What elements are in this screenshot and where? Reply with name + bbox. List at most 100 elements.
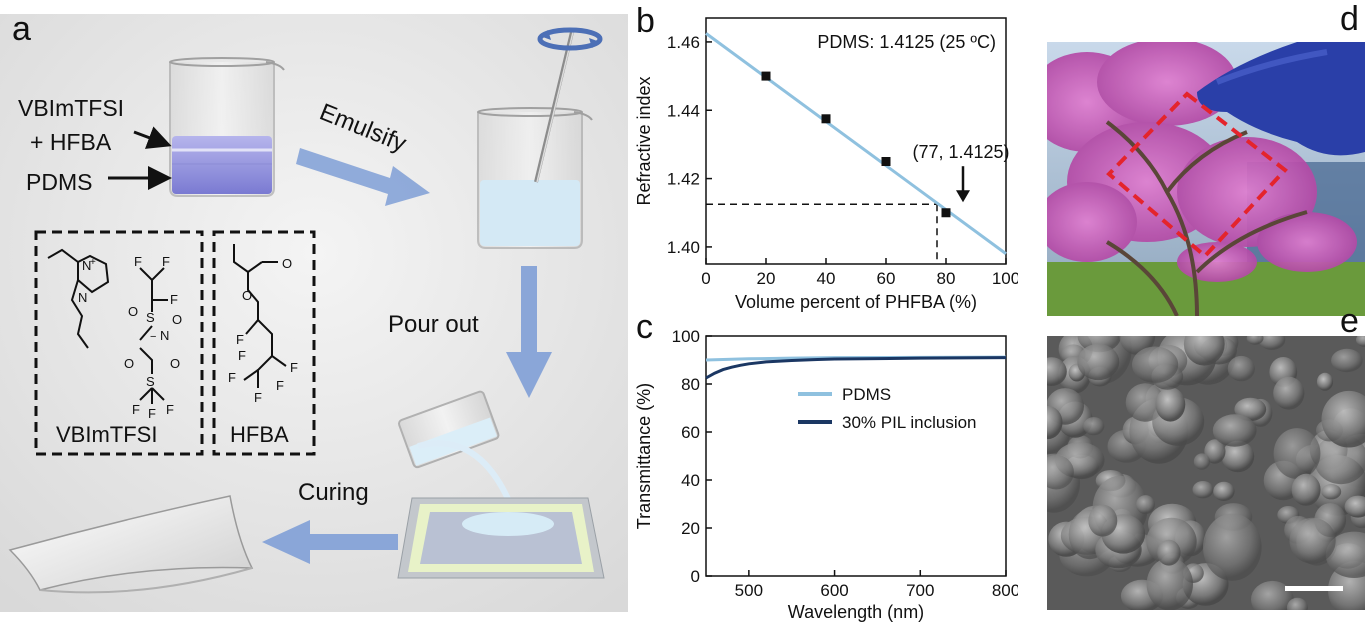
label-pdms: PDMS bbox=[26, 169, 92, 195]
y-tick-label: 1.44 bbox=[667, 101, 700, 120]
x-axis-label: Volume percent of PHFBA (%) bbox=[735, 292, 977, 312]
pouring-beaker bbox=[398, 390, 515, 510]
label-pour-out: Pour out bbox=[388, 311, 479, 338]
box-hfba bbox=[212, 230, 316, 456]
panel-letter-c: c bbox=[636, 308, 653, 346]
panel-letter-a: a bbox=[12, 10, 31, 48]
svg-text:O: O bbox=[172, 312, 182, 327]
svg-text:F: F bbox=[148, 406, 156, 421]
arrow-emulsify bbox=[296, 148, 430, 206]
vbimtfsi-atoms: N + N F F F S O O N − S O O F F F bbox=[78, 254, 182, 421]
chart-c: 500 600 700 800 0 20 40 60 80 100 Wavelength (nm) T… bbox=[634, 327, 1020, 622]
x-axis-label: Wavelength (nm) bbox=[788, 602, 924, 622]
sem-grain bbox=[1221, 440, 1255, 473]
y-tick-label: 60 bbox=[681, 423, 700, 442]
data-point bbox=[881, 157, 891, 166]
svg-text:F: F bbox=[254, 390, 262, 405]
liquid-layers bbox=[172, 136, 272, 194]
y-axis-label: Refractive index bbox=[634, 76, 654, 205]
arrow-liquid-label bbox=[133, 126, 172, 149]
cured-sheet bbox=[8, 495, 254, 594]
sem-grain bbox=[1204, 439, 1226, 464]
sem-grain bbox=[1316, 372, 1334, 391]
svg-text:+: + bbox=[90, 257, 96, 268]
scale-bar bbox=[1285, 586, 1343, 591]
x-tick-label: 800 bbox=[992, 581, 1018, 600]
tree-photo bbox=[1047, 42, 1365, 316]
sem-grain bbox=[1251, 580, 1294, 610]
x-tick-label: 0 bbox=[701, 269, 710, 288]
sample-outline bbox=[1106, 91, 1288, 259]
svg-text:F: F bbox=[290, 360, 298, 375]
label-hfba-plus: + HFBA bbox=[30, 129, 112, 155]
series-line bbox=[705, 356, 1007, 380]
svg-text:F: F bbox=[132, 402, 140, 417]
label-curing: Curing bbox=[298, 479, 369, 506]
y-tick-label: 40 bbox=[681, 471, 700, 490]
svg-text:N: N bbox=[82, 258, 91, 273]
sem-grain bbox=[1146, 557, 1193, 610]
svg-text:N: N bbox=[160, 328, 169, 343]
vbimtfsi-structure bbox=[47, 248, 168, 404]
panel-b: 0 20 40 60 80 100 1.40 1.42 1.44 1.46 Volume perce… bbox=[628, 0, 1020, 314]
svg-text:F: F bbox=[162, 254, 170, 269]
sem-grain bbox=[1321, 390, 1365, 448]
sem-grain bbox=[1155, 387, 1186, 422]
sem-grain bbox=[1286, 597, 1308, 610]
y-tick-label: 1.46 bbox=[667, 33, 700, 52]
point-arrow-head bbox=[956, 190, 970, 203]
svg-text:O: O bbox=[170, 356, 180, 371]
sem-grain bbox=[1083, 417, 1105, 436]
svg-text:F: F bbox=[236, 332, 244, 347]
panel-c: 500 600 700 800 0 20 40 60 80 100 Wavelength (nm) T… bbox=[628, 308, 1020, 628]
panel-letter-b: b bbox=[636, 2, 655, 40]
box-vbimtfsi bbox=[34, 230, 204, 456]
sem-grain bbox=[1047, 405, 1063, 440]
y-tick-label: 0 bbox=[691, 567, 700, 586]
svg-text:F: F bbox=[228, 370, 236, 385]
sem-grain bbox=[1192, 481, 1214, 499]
sem-grain bbox=[1212, 414, 1257, 447]
x-tick-label: 80 bbox=[937, 269, 956, 288]
sem-grain bbox=[1077, 343, 1120, 381]
svg-text:F: F bbox=[276, 378, 284, 393]
sem-grain bbox=[1273, 428, 1321, 479]
rotation-icon bbox=[537, 27, 603, 51]
panel-e-sem bbox=[1047, 336, 1365, 610]
svg-text:−: − bbox=[150, 331, 156, 343]
sem-grain bbox=[1193, 453, 1210, 470]
data-point bbox=[821, 114, 831, 124]
svg-text:S: S bbox=[146, 374, 155, 389]
sem-grain bbox=[1291, 473, 1321, 506]
sem-grain bbox=[1088, 504, 1118, 537]
sem-grain bbox=[1258, 336, 1286, 350]
emulsion-liquid bbox=[480, 180, 580, 246]
svg-text:F: F bbox=[134, 254, 142, 269]
x-tick-label: 20 bbox=[757, 269, 776, 288]
svg-text:O: O bbox=[282, 256, 292, 271]
plot-frame bbox=[705, 17, 1007, 265]
sem-grain bbox=[1183, 336, 1225, 366]
data-point bbox=[941, 208, 951, 218]
arrow-pour-out bbox=[506, 266, 552, 398]
stirring-rod bbox=[534, 31, 574, 183]
sem-grain bbox=[1344, 495, 1365, 518]
hfba-atoms: O O F F F F F F bbox=[228, 256, 298, 405]
x-tick-label: 100 bbox=[992, 269, 1018, 288]
y-tick-label: 100 bbox=[672, 327, 700, 346]
sem-grain bbox=[1227, 355, 1255, 382]
x-tick-label: 700 bbox=[906, 581, 934, 600]
box-label-vbimtfsi: VBImTFSI bbox=[56, 422, 157, 447]
sem-image bbox=[1047, 336, 1365, 610]
plot-frame bbox=[705, 335, 1007, 577]
sem-grain bbox=[1289, 517, 1336, 564]
legend-entry: PDMS bbox=[842, 385, 891, 404]
y-tick-label: 20 bbox=[681, 519, 700, 538]
data-point bbox=[761, 71, 771, 81]
label-vbim: VBImTFSI bbox=[18, 95, 124, 121]
sem-grain bbox=[1331, 348, 1363, 373]
sem-grain bbox=[1132, 346, 1179, 383]
svg-text:N: N bbox=[78, 290, 87, 305]
mold bbox=[397, 497, 605, 579]
